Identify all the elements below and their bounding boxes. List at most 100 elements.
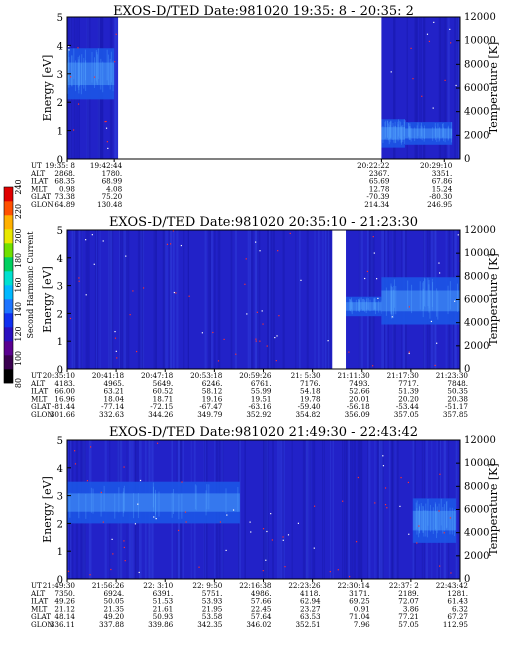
orbit-value: 12.78 <box>369 184 390 193</box>
texture-streak <box>368 440 371 579</box>
texture-streak <box>81 230 83 369</box>
colorbar-tick-label: 80 <box>14 378 23 388</box>
orbit-value: 21:49:30 <box>43 581 76 590</box>
band-streak <box>91 51 93 83</box>
texture-streak <box>358 440 361 579</box>
orbit-value: 352.51 <box>295 620 320 629</box>
band-streak <box>456 283 458 312</box>
texture-streak <box>395 440 397 579</box>
band-streak <box>418 506 420 533</box>
band-streak <box>84 49 86 81</box>
band-streak <box>390 286 392 315</box>
orbit-value: 19.78 <box>300 394 321 403</box>
band-streak <box>444 128 446 143</box>
noise-dot <box>249 521 251 523</box>
orbit-value: 4118. <box>300 589 321 598</box>
noise-dot <box>177 529 180 532</box>
texture-streak <box>298 230 301 369</box>
colorbar-segment <box>4 229 13 244</box>
orbit-value: 2367. <box>369 169 390 178</box>
data-gap <box>332 229 347 370</box>
noise-dot <box>412 78 414 80</box>
noise-dot <box>287 534 290 536</box>
orbit-value: 356.09 <box>345 410 371 419</box>
noise-dot <box>181 481 183 483</box>
band-streak <box>102 61 104 93</box>
colorbar-tick-label: 180 <box>14 253 23 268</box>
band-streak <box>389 125 391 143</box>
noise-dot <box>276 335 278 337</box>
noise-dot <box>170 243 172 245</box>
band-streak <box>375 302 377 315</box>
noise-dot <box>439 565 441 567</box>
colorbar-tick-label: 240 <box>14 179 23 194</box>
texture-streak <box>322 230 324 369</box>
band-streak <box>369 299 371 312</box>
band-streak <box>73 48 75 80</box>
orbit-value: 21:56:26 <box>92 581 125 590</box>
orbit-value: 357.05 <box>394 410 420 419</box>
orbit-value: 352.92 <box>246 410 271 419</box>
noise-dot <box>408 351 410 353</box>
band-streak <box>71 55 73 86</box>
band-streak <box>397 121 399 139</box>
noise-dot <box>123 466 125 468</box>
band-streak <box>137 493 139 519</box>
texture-streak <box>444 17 446 159</box>
band-streak <box>409 126 411 140</box>
band-streak <box>438 128 440 142</box>
noise-dot <box>407 481 410 484</box>
orbit-value: 6924. <box>104 589 125 598</box>
noise-dot <box>114 61 116 63</box>
orbit-row-label: ALT <box>30 169 45 178</box>
band-streak <box>152 486 154 512</box>
noise-dot <box>217 360 220 362</box>
band-streak <box>447 285 449 315</box>
band-streak <box>69 492 71 518</box>
noise-dot <box>112 553 114 555</box>
noise-dot <box>400 476 402 479</box>
texture-streak <box>125 230 127 369</box>
band-streak <box>385 287 387 316</box>
orbit-value: 6.32 <box>452 604 468 613</box>
texture-streak <box>259 230 261 369</box>
noise-dot <box>384 487 387 489</box>
noise-dot <box>74 463 77 465</box>
orbit-value: 21.12 <box>54 604 75 613</box>
band-streak <box>418 510 420 538</box>
band-streak <box>401 125 403 143</box>
band-streak <box>351 302 353 315</box>
orbit-row-label: ILAT <box>31 177 48 186</box>
y2-tick-label: 6000 <box>464 505 489 516</box>
texture-streak <box>176 230 179 369</box>
band-streak <box>77 56 79 88</box>
texture-streak <box>317 230 320 369</box>
noise-dot <box>265 559 267 561</box>
texture-streak <box>204 230 207 369</box>
energy-band-core <box>381 290 460 312</box>
noise-dot <box>184 511 187 513</box>
band-streak <box>96 54 98 85</box>
noise-dot <box>266 530 268 533</box>
texture-streak <box>327 230 330 369</box>
texture-streak <box>323 440 325 579</box>
band-streak <box>400 127 402 145</box>
orbit-value: -77.14 <box>101 402 124 411</box>
band-streak <box>373 297 375 310</box>
texture-streak <box>210 230 213 369</box>
band-streak <box>118 487 120 513</box>
orbit-value: 336.11 <box>50 620 75 629</box>
colorbar-segment <box>4 201 13 216</box>
band-streak <box>94 57 96 88</box>
texture-streak <box>210 230 212 369</box>
colorbar-segment <box>4 187 13 202</box>
orbit-row-label: GLON <box>31 200 54 209</box>
texture-streak <box>332 440 334 579</box>
orbit-row-label: ALT <box>30 589 45 598</box>
band-streak <box>97 48 99 80</box>
orbit-value: 49.26 <box>54 597 75 606</box>
noise-dot <box>77 47 79 49</box>
band-streak <box>442 123 444 138</box>
noise-dot <box>433 21 435 23</box>
noise-dot <box>106 141 108 143</box>
